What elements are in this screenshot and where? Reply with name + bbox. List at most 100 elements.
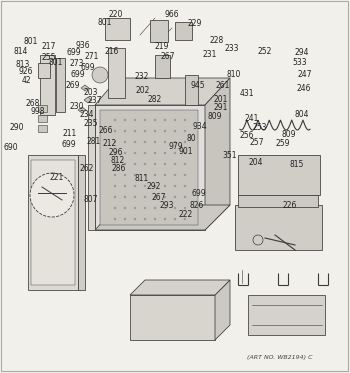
Text: 252: 252: [257, 47, 272, 56]
Text: 966: 966: [164, 10, 179, 19]
Circle shape: [114, 218, 116, 220]
Text: 292: 292: [146, 182, 161, 191]
Circle shape: [124, 207, 126, 209]
Circle shape: [164, 196, 166, 198]
Polygon shape: [40, 55, 55, 115]
Circle shape: [124, 141, 126, 143]
Circle shape: [114, 207, 116, 209]
Circle shape: [174, 174, 176, 176]
Circle shape: [124, 196, 126, 198]
Circle shape: [134, 152, 136, 154]
Circle shape: [184, 130, 186, 132]
Text: 267: 267: [152, 193, 167, 202]
Circle shape: [184, 207, 186, 209]
Polygon shape: [175, 22, 192, 40]
Polygon shape: [235, 205, 322, 250]
Text: 216: 216: [104, 47, 119, 56]
Circle shape: [114, 185, 116, 187]
Polygon shape: [81, 85, 89, 91]
Circle shape: [164, 141, 166, 143]
Circle shape: [144, 174, 146, 176]
Circle shape: [184, 119, 186, 121]
Text: 201: 201: [213, 95, 228, 104]
Polygon shape: [31, 160, 75, 285]
Polygon shape: [215, 280, 230, 340]
Text: 813: 813: [15, 60, 30, 69]
Text: 809: 809: [281, 130, 296, 139]
Text: 812: 812: [110, 156, 124, 165]
Text: 296: 296: [109, 148, 124, 157]
Circle shape: [174, 141, 176, 143]
Polygon shape: [95, 105, 205, 230]
Text: 235: 235: [83, 119, 98, 128]
Text: 945: 945: [190, 81, 205, 90]
Text: 801: 801: [49, 58, 63, 67]
Circle shape: [114, 163, 116, 165]
Circle shape: [134, 141, 136, 143]
Circle shape: [124, 152, 126, 154]
Text: 286: 286: [111, 164, 126, 173]
Text: 934: 934: [193, 122, 208, 131]
Text: 804: 804: [294, 110, 309, 119]
Text: 255: 255: [42, 53, 56, 62]
Polygon shape: [238, 155, 320, 195]
Circle shape: [30, 173, 74, 217]
Text: 690: 690: [3, 143, 18, 152]
Circle shape: [164, 207, 166, 209]
Circle shape: [134, 196, 136, 198]
Text: 807: 807: [83, 195, 98, 204]
Circle shape: [174, 218, 176, 220]
Text: 431: 431: [239, 90, 254, 98]
Circle shape: [144, 218, 146, 220]
Text: 219: 219: [154, 42, 169, 51]
Text: 281: 281: [87, 137, 101, 146]
Circle shape: [174, 185, 176, 187]
Circle shape: [164, 152, 166, 154]
Text: 282: 282: [148, 95, 162, 104]
Circle shape: [184, 163, 186, 165]
Circle shape: [144, 141, 146, 143]
Circle shape: [154, 130, 156, 132]
Text: 826: 826: [189, 201, 204, 210]
Circle shape: [154, 119, 156, 121]
Text: 246: 246: [296, 84, 311, 93]
Circle shape: [144, 163, 146, 165]
Text: 241: 241: [245, 114, 259, 123]
Circle shape: [174, 163, 176, 165]
Circle shape: [253, 235, 263, 245]
Circle shape: [134, 119, 136, 121]
Text: 814: 814: [13, 47, 28, 56]
Circle shape: [134, 163, 136, 165]
Circle shape: [134, 174, 136, 176]
Text: 268: 268: [25, 99, 40, 108]
Circle shape: [184, 152, 186, 154]
Circle shape: [154, 174, 156, 176]
Text: 293: 293: [159, 201, 174, 210]
Text: 267: 267: [160, 52, 175, 61]
Text: 261: 261: [215, 81, 230, 90]
Text: 351: 351: [222, 151, 237, 160]
Text: 247: 247: [297, 70, 312, 79]
Circle shape: [144, 152, 146, 154]
Text: 294: 294: [294, 48, 309, 57]
Circle shape: [184, 185, 186, 187]
Text: 998: 998: [30, 107, 45, 116]
Circle shape: [154, 141, 156, 143]
Text: 936: 936: [76, 41, 91, 50]
Circle shape: [144, 130, 146, 132]
Polygon shape: [38, 115, 47, 122]
Text: 291: 291: [213, 103, 228, 112]
Text: 211: 211: [62, 129, 76, 138]
Circle shape: [134, 130, 136, 132]
Circle shape: [164, 119, 166, 121]
Polygon shape: [95, 78, 230, 105]
Polygon shape: [38, 105, 47, 112]
Polygon shape: [95, 205, 230, 230]
Text: 229: 229: [187, 19, 202, 28]
Text: 232: 232: [134, 72, 149, 81]
Circle shape: [124, 185, 126, 187]
Polygon shape: [205, 78, 230, 230]
Text: 212: 212: [102, 139, 116, 148]
Polygon shape: [130, 295, 215, 340]
Polygon shape: [248, 295, 325, 335]
